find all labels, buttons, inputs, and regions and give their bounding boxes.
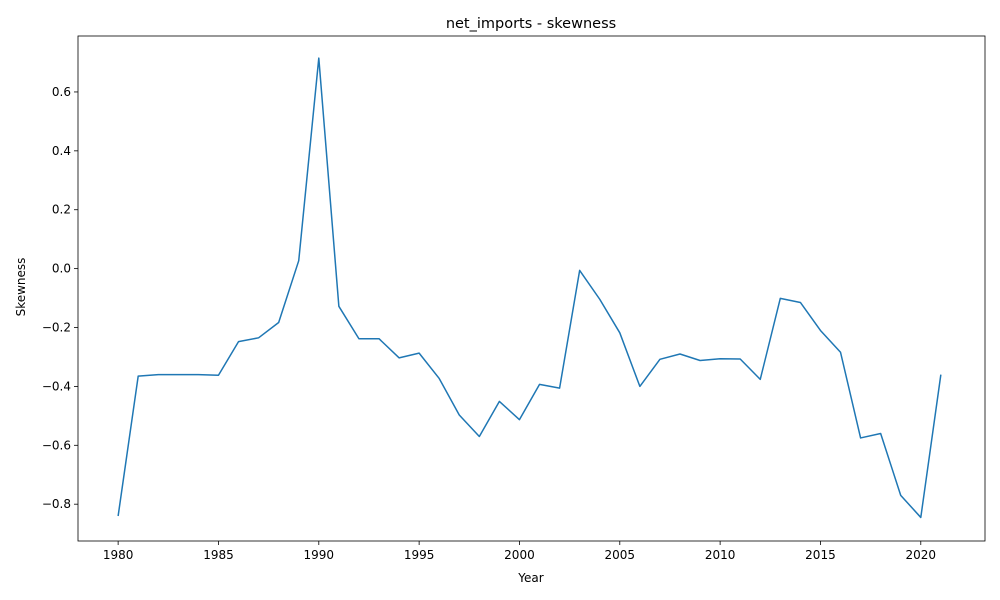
y-tick-label-1: −0.6 <box>42 438 71 452</box>
x-tick-label-1990: 1990 <box>304 548 335 562</box>
x-tick-label-2000: 2000 <box>504 548 535 562</box>
y-tick-label-3: −0.2 <box>42 321 71 335</box>
y-tick-label-0: −0.8 <box>42 497 71 511</box>
plot-area: 1980 1985 1990 1995 2000 2005 2010 2015 2020 −0.8… <box>42 35 986 562</box>
x-tick-label-2010: 2010 <box>705 548 736 562</box>
y-tick-label-5: 0.2 <box>52 203 71 217</box>
plot-frame <box>77 35 986 542</box>
x-axis-label: Year <box>517 571 543 585</box>
y-tick-label-2: −0.4 <box>42 379 71 393</box>
y-tick-label-7: 0.6 <box>52 85 71 99</box>
x-tick-label-2015: 2015 <box>805 548 836 562</box>
x-tick-label-2020: 2020 <box>906 548 937 562</box>
x-tick-label-1995: 1995 <box>404 548 435 562</box>
x-tick-label-2005: 2005 <box>605 548 636 562</box>
x-tick-label-1980: 1980 <box>103 548 134 562</box>
y-tick-label-6: 0.4 <box>52 144 71 158</box>
x-tick-label-1985: 1985 <box>203 548 234 562</box>
y-axis-label: Skewness <box>14 258 28 317</box>
y-tick-label-4: 0.0 <box>52 262 71 276</box>
chart-title: net_imports - skewness <box>446 16 616 32</box>
series-line-0 <box>117 57 942 519</box>
